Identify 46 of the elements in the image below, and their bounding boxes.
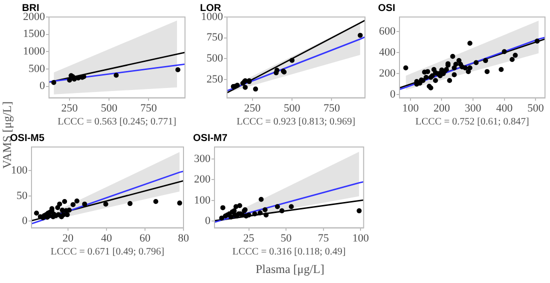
x-tick-label: 400 bbox=[496, 102, 514, 114]
x-tick-label: 500 bbox=[100, 102, 118, 114]
chart-title: OSI bbox=[378, 2, 396, 14]
text: LCCC = 0.923 [0.813; 0.969] bbox=[236, 116, 356, 128]
x-tick-label: 75 bbox=[318, 232, 330, 244]
y-tick-label: 300 bbox=[194, 152, 211, 165]
text: LCCC = 0.563 [0.245; 0.771] bbox=[58, 116, 176, 128]
y-tick-label: 0 bbox=[390, 88, 396, 101]
x-tick-label: 50 bbox=[280, 232, 292, 244]
x-tick-label: 25 bbox=[243, 232, 255, 244]
y-tick-label: 500 bbox=[28, 62, 46, 75]
y-tick-label: 750 bbox=[206, 32, 224, 44]
y-tick-label: 400 bbox=[379, 46, 396, 59]
x-tick-label: 250 bbox=[61, 102, 78, 114]
x-tick-label: 100 bbox=[402, 102, 420, 114]
y-tick-label: 500 bbox=[206, 52, 224, 65]
x-tick-label: 80 bbox=[178, 232, 190, 244]
y-tick-label: 0 bbox=[22, 215, 28, 228]
x-tick-label: 750 bbox=[323, 102, 340, 114]
x-tick-label: 500 bbox=[527, 102, 544, 114]
x-tick-label: 250 bbox=[244, 102, 262, 114]
text: LCCC = 0.671 [0.49; 0.796] bbox=[50, 246, 164, 258]
x-tick-label: 100 bbox=[352, 232, 370, 244]
x-axis-title: Plasma [μg/L] bbox=[256, 262, 324, 277]
y-tick-label: 1000 bbox=[23, 46, 46, 58]
chart-title: OSI-M5 bbox=[10, 132, 45, 144]
x-tick-label: 300 bbox=[464, 102, 482, 114]
y-tick-label: 50 bbox=[16, 190, 28, 202]
y-tick-label: 0 bbox=[205, 215, 211, 228]
chart-title: OSI-M7 bbox=[193, 132, 228, 144]
y-tick-label: 100 bbox=[11, 164, 28, 177]
x-tick-label: 200 bbox=[433, 102, 450, 114]
y-tick-label: 250 bbox=[206, 73, 224, 86]
x-tick-label: 60 bbox=[140, 232, 152, 244]
y-tick-label: 200 bbox=[379, 68, 396, 80]
text: LCCC = 0.316 [0.118; 0.49] bbox=[232, 246, 346, 258]
y-tick-label: 600 bbox=[379, 26, 396, 38]
y-tick-label: 0 bbox=[40, 80, 46, 92]
x-tick-label: 500 bbox=[284, 102, 301, 114]
x-tick-label: 40 bbox=[101, 232, 113, 244]
text: LCCC = 0.752 [0.61; 0.847] bbox=[415, 116, 530, 128]
y-tick-label: 200 bbox=[194, 174, 211, 186]
x-tick-label: 750 bbox=[140, 102, 158, 114]
y-tick-label: 100 bbox=[194, 194, 211, 206]
x-tick-label: 20 bbox=[62, 232, 74, 244]
y-tick-label: 1500 bbox=[23, 28, 46, 40]
